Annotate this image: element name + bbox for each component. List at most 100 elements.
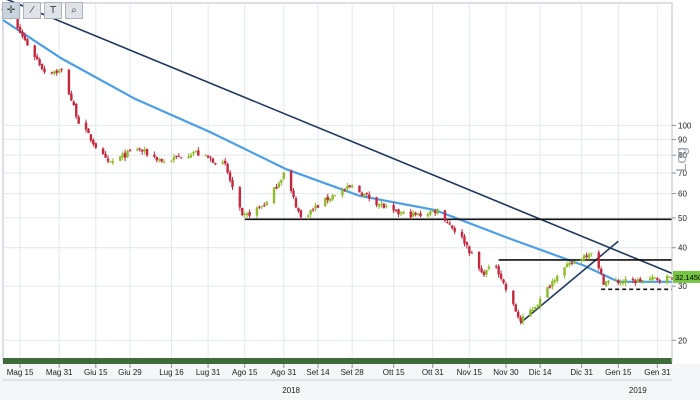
y-tick-label: 50 — [678, 214, 687, 223]
candle-body — [582, 255, 586, 261]
candle-body — [519, 317, 522, 322]
candle-body — [180, 157, 183, 159]
candle-body — [399, 212, 403, 214]
candle-body — [155, 156, 159, 161]
candle-body — [570, 262, 574, 264]
volume-strip — [3, 358, 672, 364]
candle-body — [514, 304, 517, 312]
candle-body — [392, 205, 395, 211]
last-price-tag — [673, 270, 700, 283]
candle-body — [38, 59, 41, 65]
candle-body — [563, 267, 566, 276]
candle-body — [223, 160, 227, 164]
candle-body — [587, 254, 591, 259]
x-tick-label: Gen 15 — [605, 368, 632, 377]
crosshair-tool-icon[interactable]: ✛ — [2, 2, 20, 19]
candle-body — [158, 159, 161, 161]
candle-body — [40, 63, 44, 70]
candle-body — [529, 310, 532, 317]
candle-body — [641, 280, 644, 282]
candle-body — [123, 152, 127, 158]
candle-body — [651, 276, 654, 280]
candle-body — [363, 193, 366, 197]
x-tick-label: Set 14 — [306, 368, 330, 377]
candle-body — [197, 150, 200, 156]
candle-body — [597, 252, 600, 269]
candle-body — [634, 280, 637, 284]
candle-body — [497, 266, 500, 275]
candle-body — [451, 225, 454, 229]
candle-body — [653, 277, 657, 279]
y-tick-label: 60 — [678, 190, 687, 199]
y-tick-label: 100 — [678, 121, 692, 130]
zoom-tool-icon[interactable]: ⌕ — [65, 2, 83, 19]
candle-body — [463, 236, 466, 244]
y-tick-label: 40 — [678, 244, 687, 253]
candle-body — [665, 275, 669, 283]
candle-body — [614, 280, 618, 282]
candle-body — [206, 155, 210, 158]
candle-body — [534, 307, 537, 310]
candle-body — [368, 194, 371, 199]
candle-body — [145, 148, 149, 156]
candle-body — [631, 278, 635, 281]
candle-body — [668, 276, 671, 278]
candle-body — [211, 158, 215, 163]
x-tick-label: Lug 16 — [159, 368, 184, 377]
candle-body — [360, 192, 364, 196]
candle-body — [419, 213, 422, 217]
candle-body — [536, 305, 539, 307]
x-tick-label: Mag 15 — [7, 368, 34, 377]
draw-line-tool-icon[interactable]: ⁄ — [23, 2, 41, 19]
x-tick-label: Nov 15 — [457, 368, 483, 377]
year-label: 2019 — [629, 386, 647, 395]
candle-body — [590, 253, 593, 255]
x-tick-label: Ott 31 — [422, 368, 444, 377]
x-axis-band — [0, 364, 700, 400]
candle-body — [607, 280, 610, 283]
candle-body — [160, 158, 163, 162]
year-label: 2018 — [282, 386, 300, 395]
candle-body — [619, 282, 622, 284]
candle-body — [221, 161, 224, 164]
candle-body — [192, 152, 195, 154]
last-price-label: 32.1450 — [675, 273, 700, 282]
candle-body — [502, 279, 505, 283]
candle-body — [111, 160, 115, 163]
candle-body — [568, 262, 571, 265]
candle-body — [346, 186, 349, 190]
x-tick-label: Ago 31 — [271, 368, 297, 377]
x-tick-label: Nov 30 — [493, 368, 519, 377]
candle-body — [397, 209, 400, 215]
text-annotation-tool-icon[interactable]: T — [44, 2, 62, 19]
candle-body — [385, 205, 388, 207]
candle-body — [57, 70, 61, 73]
candle-body — [272, 187, 276, 204]
candle-body — [487, 266, 491, 269]
candle-body — [468, 246, 471, 254]
candle-body — [309, 210, 312, 215]
chart-toolbar: ✛ ⁄ T ⌕ — [2, 2, 83, 19]
candle-body — [470, 252, 473, 254]
candle-body — [84, 122, 88, 130]
candle-body — [231, 179, 234, 188]
x-tick-label: Giu 15 — [84, 368, 108, 377]
candle-body — [60, 69, 63, 71]
candle-body — [128, 149, 132, 152]
y-tick-label: 80 — [678, 151, 687, 160]
candle-body — [599, 268, 603, 274]
candle-body — [136, 149, 139, 151]
candle-body — [228, 172, 232, 181]
candle-body — [70, 93, 73, 101]
candle-body — [341, 190, 344, 196]
candle-body — [380, 203, 383, 205]
y-tick-label: 20 — [678, 336, 687, 345]
candle-body — [429, 211, 432, 215]
candle-body — [35, 56, 39, 60]
candle-body — [92, 139, 95, 145]
candle-body — [126, 150, 129, 158]
candle-body — [243, 214, 246, 216]
candle-body — [172, 157, 176, 161]
candle-body — [604, 281, 608, 286]
